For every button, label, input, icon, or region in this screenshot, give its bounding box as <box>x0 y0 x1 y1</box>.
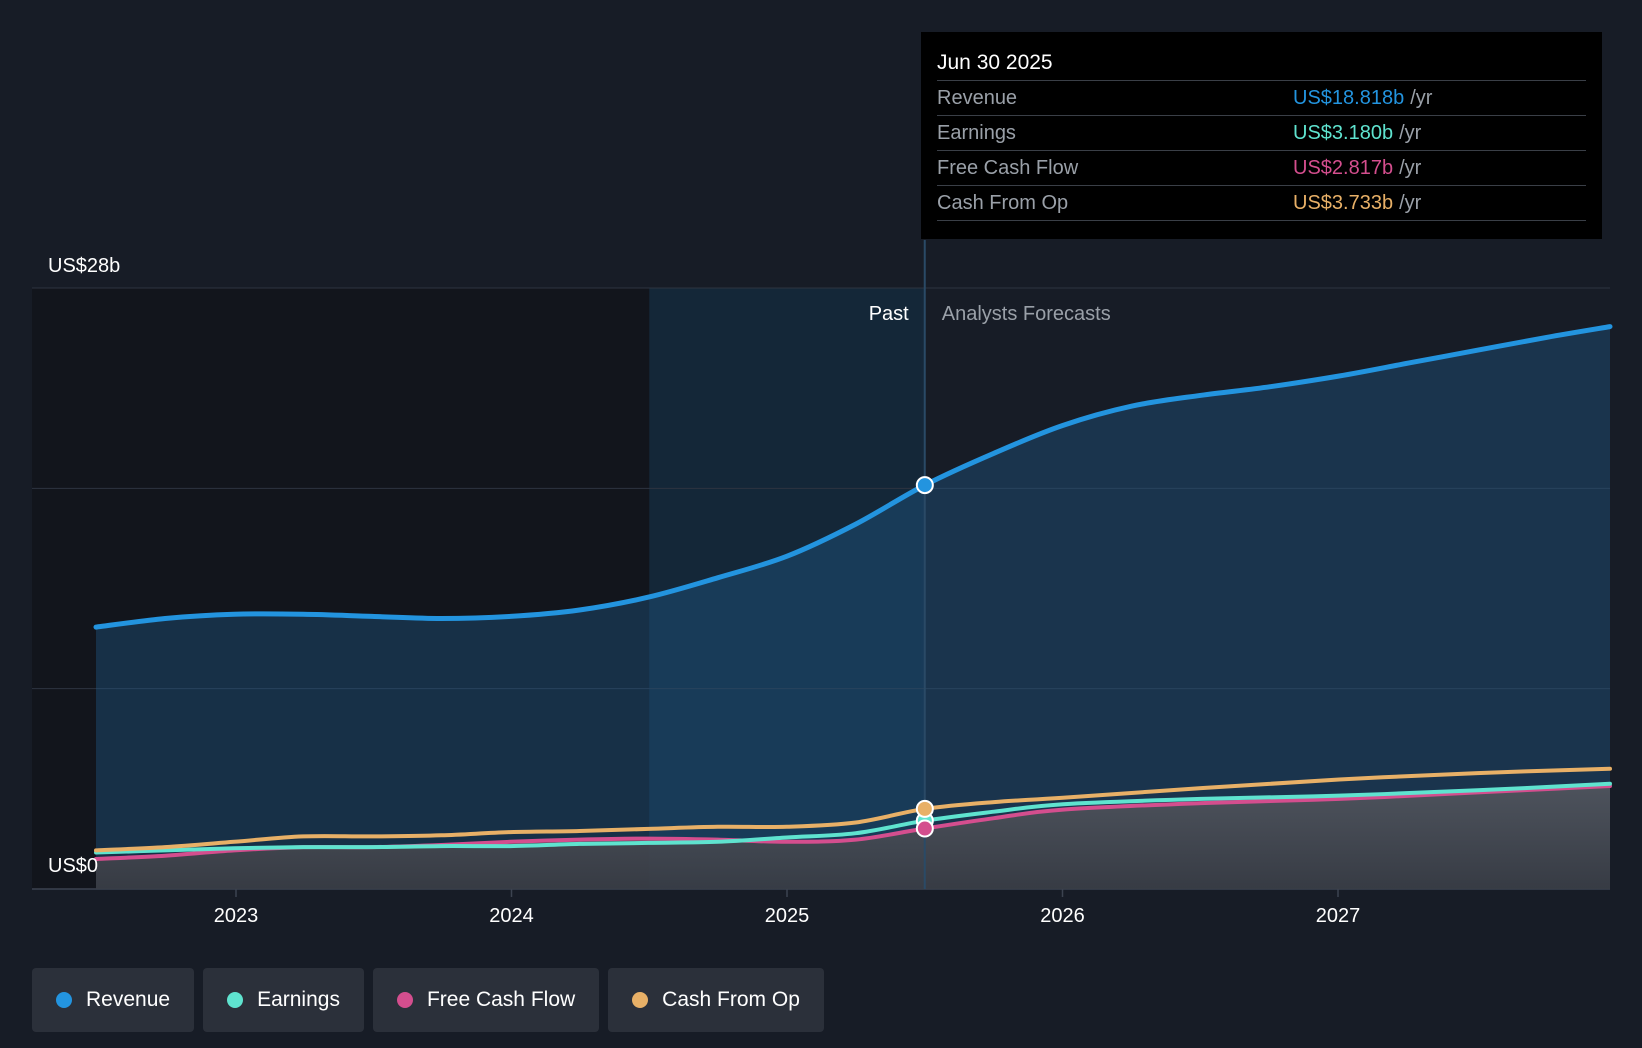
y-axis-top-label: US$28b <box>48 255 120 277</box>
cash-from-op-dot-icon <box>632 992 649 1008</box>
cfo-line <box>94 766 1612 853</box>
tooltip-row-cash-from-op: Cash From Op US$3.733b /yr <box>937 186 1586 221</box>
tooltip-value: US$3.180b <box>1293 122 1394 144</box>
tooltip-unit: /yr <box>1399 122 1422 144</box>
x-tick-label: 2025 <box>765 905 810 927</box>
past-highlight-region <box>649 288 925 889</box>
earnings-dot-icon <box>227 992 244 1008</box>
tooltip-row-earnings: Earnings US$3.180b /yr <box>937 116 1586 151</box>
data-tooltip: Jun 30 2025 Revenue US$18.818b /yr Earni… <box>921 32 1602 239</box>
past-region-label: Past <box>869 303 909 325</box>
free-cash-flow-dot-icon <box>396 992 413 1008</box>
x-tick-label: 2024 <box>489 905 534 927</box>
chart-legend: Revenue Earnings Free Cash Flow Cash Fro… <box>32 968 824 1032</box>
cfo-marker <box>915 799 934 818</box>
legend-item-earnings[interactable]: Earnings <box>203 968 364 1032</box>
revenue-dot-icon <box>56 992 72 1008</box>
x-tick-label: 2027 <box>1316 905 1361 927</box>
tooltip-date: Jun 30 2025 <box>937 46 1586 81</box>
y-axis-bottom-label: US$0 <box>48 855 98 877</box>
legend-item-cash-from-op[interactable]: Cash From Op <box>608 968 824 1032</box>
legend-item-revenue[interactable]: Revenue <box>32 968 195 1032</box>
tooltip-label: Cash From Op <box>937 192 1069 214</box>
fcf-marker <box>915 819 934 838</box>
tooltip-unit: /yr <box>1399 192 1422 214</box>
legend-label: Free Cash Flow <box>426 988 576 1011</box>
tooltip-value: US$2.817b <box>1293 157 1394 179</box>
revenue-area <box>96 326 1610 890</box>
earnings-line <box>94 781 1612 855</box>
revenue-line <box>93 324 1613 630</box>
tooltip-label: Revenue <box>937 87 1018 109</box>
tooltip-row-free-cash-flow: Free Cash Flow US$2.817b /yr <box>937 151 1586 186</box>
x-tick-label: 2023 <box>214 905 259 927</box>
revenue-marker <box>915 476 934 495</box>
legend-label: Cash From Op <box>662 988 800 1011</box>
tooltip-value: US$18.818b <box>1293 87 1405 109</box>
tooltip-value: US$3.733b <box>1293 192 1394 214</box>
x-tick-label: 2026 <box>1040 905 1085 927</box>
tooltip-label: Earnings <box>937 122 1016 144</box>
legend-item-free-cash-flow[interactable]: Free Cash Flow <box>372 968 600 1032</box>
tooltip-unit: /yr <box>1410 87 1433 109</box>
legend-label: Earnings <box>257 988 340 1011</box>
tooltip-row-revenue: Revenue US$18.818b /yr <box>937 81 1586 116</box>
tooltip-unit: /yr <box>1399 157 1422 179</box>
free-cash-flow-area <box>96 786 1610 889</box>
tooltip-label: Free Cash Flow <box>937 157 1079 179</box>
forecast-region-label: Analysts Forecasts <box>942 303 1111 325</box>
legend-label: Revenue <box>86 988 171 1011</box>
